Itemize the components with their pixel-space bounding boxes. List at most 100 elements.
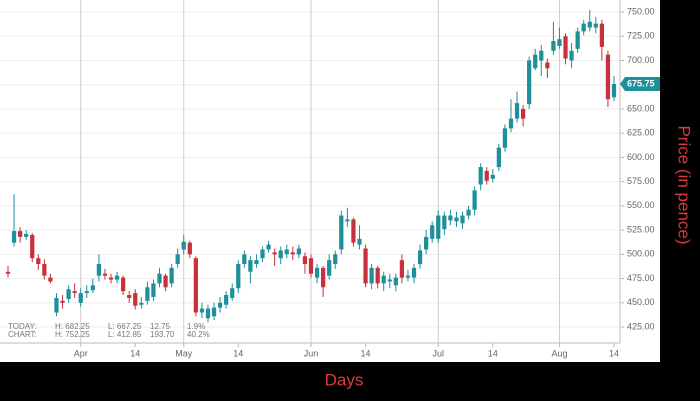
y-tick-label: 475.00: [627, 273, 655, 283]
candle-body: [205, 308, 211, 319]
candle-body: [17, 231, 23, 237]
price-tag: [620, 76, 660, 91]
candle-body: [605, 54, 611, 100]
candle-body: [96, 264, 102, 276]
candle-body: [151, 283, 156, 297]
candle-body: [121, 277, 126, 292]
candle-body: [393, 277, 398, 286]
candle-body: [320, 267, 326, 288]
candle-body: [133, 293, 138, 306]
candle-body: [484, 170, 489, 181]
candle-body: [581, 23, 586, 32]
candle-body: [24, 233, 29, 237]
candle-body: [575, 31, 580, 49]
candle-body: [290, 252, 295, 255]
candle-body: [248, 260, 253, 272]
candle-body: [127, 295, 132, 298]
candle-body: [260, 249, 265, 259]
plot-background: [0, 0, 660, 362]
candle-body: [411, 267, 417, 278]
candle-body: [308, 258, 314, 274]
candle-body: [351, 219, 356, 243]
candle-body: [539, 50, 544, 61]
candle-body: [363, 248, 368, 284]
y-tick-label: 700.00: [627, 55, 655, 65]
candle-body: [302, 256, 308, 265]
candle-body: [139, 302, 144, 305]
info-text: H: 682.25: [55, 322, 90, 331]
candle-body: [490, 174, 495, 179]
x-tick-label: Aug: [551, 348, 567, 358]
x-tick-label: 14: [361, 348, 371, 358]
candle-body: [599, 23, 605, 47]
candle-body: [478, 167, 483, 185]
candle-body: [157, 273, 162, 284]
info-text: CHART:: [8, 330, 37, 339]
x-axis-title: Days: [325, 370, 364, 389]
candle-body: [314, 267, 320, 278]
candle-body: [375, 267, 380, 284]
candle-body: [211, 307, 217, 317]
candle-body: [169, 267, 174, 284]
candle-body: [514, 103, 520, 119]
y-tick-label: 425.00: [627, 321, 655, 331]
x-tick-label: Apr: [74, 348, 88, 358]
candle-body: [60, 300, 65, 303]
candle-body: [84, 291, 89, 294]
candle-body: [399, 260, 405, 278]
candle-body: [460, 215, 465, 224]
candle-body: [357, 238, 362, 245]
x-tick-label: Jun: [304, 348, 319, 358]
candle-body: [527, 60, 532, 105]
candle-body: [545, 62, 550, 69]
candle-body: [563, 36, 568, 59]
x-tick-label: May: [175, 348, 193, 358]
candle-body: [448, 215, 453, 221]
info-text: 193.70: [150, 330, 175, 339]
candle-body: [442, 215, 447, 230]
info-text: 1.9%: [187, 322, 205, 331]
candle-body: [472, 190, 477, 210]
y-tick-label: 500.00: [627, 249, 655, 259]
candle-body: [54, 297, 59, 313]
y-tick-label: 550.00: [627, 200, 655, 210]
candle-body: [224, 295, 229, 305]
candle-body: [48, 277, 53, 282]
candle-body: [284, 249, 289, 255]
candle-body: [508, 118, 514, 129]
y-tick-label: 525.00: [627, 224, 655, 234]
candle-body: [466, 209, 471, 216]
candle-body: [78, 293, 83, 303]
y-tick-label: 750.00: [627, 6, 655, 16]
info-text: L: 667.25: [108, 322, 142, 331]
candle-body: [187, 242, 192, 255]
candle-body: [193, 258, 198, 313]
candle-body: [102, 273, 108, 276]
candle-body: [30, 234, 35, 259]
candle-body: [175, 254, 180, 265]
candle-body: [181, 241, 186, 250]
x-tick-label: Jul: [433, 348, 445, 358]
candle-body: [42, 264, 47, 276]
candle-body: [369, 267, 374, 284]
candle-body: [230, 288, 235, 298]
info-text: 40.2%: [187, 330, 210, 339]
candle-body: [436, 215, 441, 239]
y-tick-label: 625.00: [627, 128, 655, 138]
y-tick-label: 450.00: [627, 297, 655, 307]
candle-body: [430, 225, 435, 239]
info-text: H: 752.25: [55, 330, 90, 339]
candle-body: [66, 289, 71, 299]
candle-body: [381, 275, 386, 284]
x-tick-label: 14: [130, 348, 140, 358]
candle-body: [296, 248, 302, 255]
candle-body: [339, 215, 344, 250]
candle-body: [236, 264, 241, 289]
y-tick-label: 650.00: [627, 103, 655, 113]
candle-body: [242, 254, 247, 265]
candle-body: [551, 41, 556, 51]
candle-body: [327, 260, 332, 276]
candle-body: [272, 252, 277, 255]
info-text: L: 412.85: [108, 330, 142, 339]
